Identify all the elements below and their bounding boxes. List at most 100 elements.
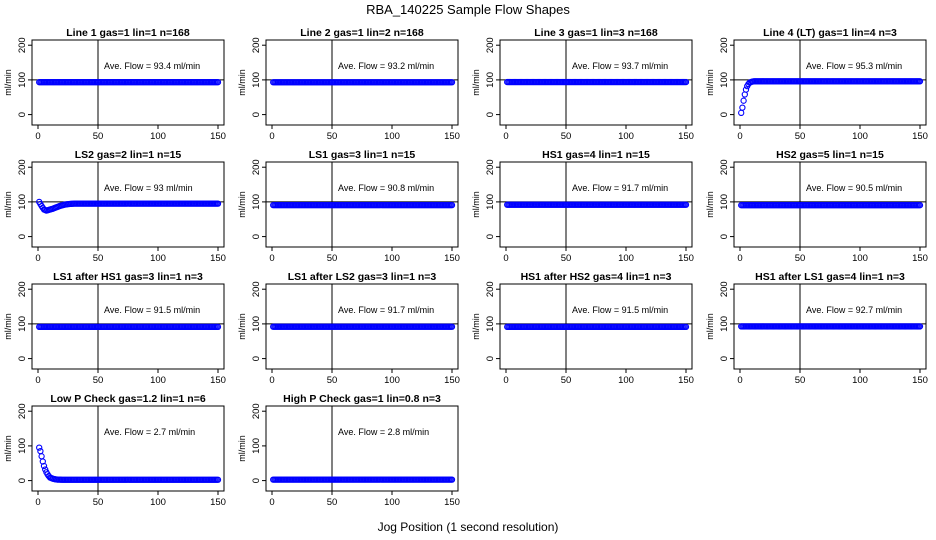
average-flow-annotation: Ave. Flow = 90.8 ml/min <box>338 183 434 193</box>
plot-frame <box>31 405 225 492</box>
x-tick-label: 50 <box>795 253 806 264</box>
plot-frame <box>31 161 225 248</box>
y-tick-label: 0 <box>719 234 730 239</box>
panel-6: LS1 gas=3 lin=1 n=15 0 50 100 150 0 100 200 ml/m… <box>237 149 460 264</box>
y-tick-label: 100 <box>485 72 496 88</box>
x-tick-label: 0 <box>503 375 508 386</box>
x-tick-label: 150 <box>444 131 460 142</box>
panel-5: LS2 gas=2 lin=1 n=15 0 50 100 150 0 100 200 ml/m… <box>3 149 226 264</box>
average-flow-annotation: Ave. Flow = 93.4 ml/min <box>104 61 200 71</box>
y-tick-label: 100 <box>485 194 496 210</box>
x-tick-label: 150 <box>444 497 460 508</box>
x-tick-label: 50 <box>795 131 806 142</box>
data-point <box>448 323 456 330</box>
y-axis-label: ml/min <box>3 435 13 462</box>
y-tick-label: 100 <box>251 316 262 332</box>
panel-10: LS1 after LS2 gas=3 lin=1 n=3 0 50 100 150 0 1… <box>237 271 460 386</box>
panel-title: Low P Check gas=1.2 lin=1 n=6 <box>50 393 205 405</box>
y-tick-label: 100 <box>17 316 28 332</box>
average-flow-annotation: Ave. Flow = 90.5 ml/min <box>806 183 902 193</box>
y-axis-label: ml/min <box>237 435 247 462</box>
y-tick-label: 0 <box>485 112 496 117</box>
panel-4: Line 4 (LT) gas=1 lin=4 n=3 0 50 100 150 0 100… <box>705 27 928 142</box>
panels-group: Line 1 gas=1 lin=1 n=168 0 50 100 150 0 100 200… <box>3 27 928 508</box>
average-flow-annotation: Ave. Flow = 93 ml/min <box>104 183 193 193</box>
plot-frame <box>31 283 225 370</box>
data-point <box>37 447 44 455</box>
average-flow-annotation: Ave. Flow = 93.2 ml/min <box>338 61 434 71</box>
y-tick-label: 0 <box>485 356 496 361</box>
y-tick-label: 100 <box>719 316 730 332</box>
y-tick-label: 200 <box>251 403 262 419</box>
series-points <box>270 201 456 209</box>
x-tick-label: 100 <box>618 253 634 264</box>
series-points <box>36 198 222 214</box>
y-tick-label: 200 <box>719 159 730 175</box>
y-axis-label: ml/min <box>237 191 247 218</box>
data-point <box>40 462 48 470</box>
plot-frame <box>265 405 459 492</box>
series-points <box>738 78 924 117</box>
x-tick-label: 100 <box>384 131 400 142</box>
y-tick-label: 200 <box>485 159 496 175</box>
y-tick-label: 200 <box>17 281 28 297</box>
y-axis-label: ml/min <box>237 313 247 340</box>
y-tick-label: 200 <box>17 37 28 53</box>
panel-title: Line 4 (LT) gas=1 lin=4 n=3 <box>763 27 897 39</box>
x-tick-label: 150 <box>912 375 928 386</box>
panel-7: HS1 gas=4 lin=1 n=15 0 50 100 150 0 100 200 ml/m… <box>471 149 694 264</box>
y-tick-label: 200 <box>17 159 28 175</box>
x-tick-label: 50 <box>561 375 572 386</box>
x-tick-label: 100 <box>852 131 868 142</box>
series-points <box>36 444 222 483</box>
panel-title: LS1 gas=3 lin=1 n=15 <box>309 149 416 161</box>
plot-frame <box>733 39 927 126</box>
plot-frame <box>265 39 459 126</box>
data-point <box>448 201 456 209</box>
x-tick-label: 100 <box>852 375 868 386</box>
data-point <box>738 109 745 117</box>
x-tick-label: 50 <box>93 253 104 264</box>
x-tick-label: 100 <box>150 375 166 386</box>
x-tick-label: 100 <box>150 497 166 508</box>
data-point <box>916 202 924 209</box>
y-tick-label: 100 <box>17 438 28 454</box>
average-flow-annotation: Ave. Flow = 91.5 ml/min <box>104 305 200 315</box>
series-points <box>738 323 924 330</box>
x-tick-label: 50 <box>93 375 104 386</box>
y-axis-label: ml/min <box>471 69 481 96</box>
y-tick-label: 0 <box>719 112 730 117</box>
y-tick-label: 200 <box>17 403 28 419</box>
series-points <box>36 323 222 330</box>
average-flow-annotation: Ave. Flow = 2.7 ml/min <box>104 427 195 437</box>
average-flow-annotation: Ave. Flow = 92.7 ml/min <box>806 305 902 315</box>
y-tick-label: 100 <box>719 194 730 210</box>
panel-title: Line 3 gas=1 lin=3 n=168 <box>534 27 658 39</box>
series-points <box>270 323 456 330</box>
panel-title: Line 2 gas=1 lin=2 n=168 <box>300 27 424 39</box>
panel-2: Line 2 gas=1 lin=2 n=168 0 50 100 150 0 100 200… <box>237 27 460 142</box>
panel-8: HS2 gas=5 lin=1 n=15 0 50 100 150 0 100 200 ml/m… <box>705 149 928 264</box>
x-tick-label: 150 <box>210 253 226 264</box>
data-point <box>916 78 924 85</box>
panel-12: HS1 after LS1 gas=4 lin=1 n=3 0 50 100 150 0 1… <box>705 271 928 386</box>
y-axis-label: ml/min <box>3 69 13 96</box>
y-axis-label: ml/min <box>3 191 13 218</box>
panel-title: HS1 gas=4 lin=1 n=15 <box>542 149 650 161</box>
data-point <box>742 86 750 93</box>
x-tick-label: 150 <box>912 131 928 142</box>
x-tick-label: 150 <box>912 253 928 264</box>
x-tick-label: 100 <box>384 253 400 264</box>
x-tick-label: 100 <box>618 375 634 386</box>
data-point <box>214 79 222 86</box>
data-point <box>739 104 746 111</box>
y-tick-label: 100 <box>251 72 262 88</box>
panel-title: LS1 after LS2 gas=3 lin=1 n=3 <box>288 271 437 283</box>
x-tick-label: 150 <box>210 497 226 508</box>
plot-frame <box>499 161 693 248</box>
data-point <box>682 201 690 208</box>
panel-11: HS1 after HS2 gas=4 lin=1 n=3 0 50 100 150 0 1… <box>471 271 694 386</box>
x-tick-label: 50 <box>327 131 338 142</box>
x-tick-label: 0 <box>269 131 274 142</box>
y-axis-label: ml/min <box>3 313 13 340</box>
